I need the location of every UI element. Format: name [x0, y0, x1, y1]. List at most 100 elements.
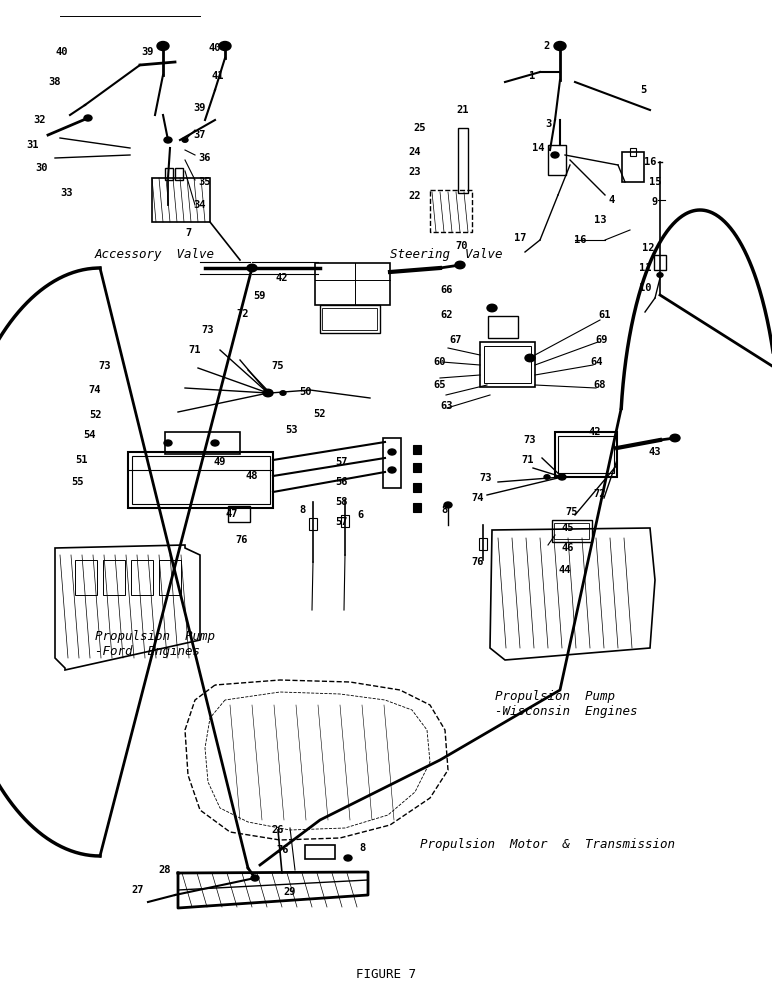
Text: 9: 9	[652, 197, 658, 207]
Text: 42: 42	[589, 427, 601, 437]
Text: 16: 16	[574, 235, 586, 245]
Text: 26: 26	[272, 825, 284, 835]
Ellipse shape	[164, 137, 172, 143]
Bar	[555, 432, 617, 477]
Ellipse shape	[84, 115, 92, 121]
Bar	[228, 506, 250, 522]
Bar	[175, 168, 183, 180]
Text: 17: 17	[513, 233, 527, 243]
Ellipse shape	[344, 855, 352, 861]
Text: 8: 8	[360, 843, 366, 853]
Bar	[654, 255, 666, 270]
Text: 25: 25	[414, 123, 426, 133]
Ellipse shape	[388, 449, 396, 455]
Text: 52: 52	[89, 410, 101, 420]
Bar	[484, 346, 531, 383]
Ellipse shape	[544, 475, 550, 479]
Text: 45: 45	[562, 523, 574, 533]
Text: 33: 33	[61, 188, 73, 198]
Ellipse shape	[219, 41, 231, 50]
Text: 7: 7	[185, 228, 191, 238]
Text: 10: 10	[638, 283, 652, 293]
Text: 16: 16	[644, 157, 656, 167]
Text: 49: 49	[214, 457, 226, 467]
Bar	[622, 152, 644, 182]
Text: 73: 73	[479, 473, 493, 483]
Bar	[131, 560, 153, 595]
Bar	[128, 452, 273, 508]
Text: 51: 51	[76, 455, 88, 465]
Text: 29: 29	[284, 887, 296, 897]
Ellipse shape	[157, 41, 169, 50]
Ellipse shape	[525, 354, 535, 362]
Text: 67: 67	[450, 335, 462, 345]
Text: 32: 32	[34, 115, 46, 125]
Bar	[309, 518, 317, 530]
Text: 42: 42	[276, 273, 288, 283]
Text: 35: 35	[198, 177, 212, 187]
Bar	[413, 503, 421, 512]
Ellipse shape	[388, 467, 396, 473]
Text: 27: 27	[132, 885, 144, 895]
Bar	[430, 190, 472, 232]
Text: 43: 43	[648, 447, 662, 457]
Ellipse shape	[211, 440, 219, 446]
Text: 64: 64	[591, 357, 603, 367]
Bar	[458, 128, 468, 193]
Text: 1: 1	[529, 71, 535, 81]
Bar	[554, 523, 589, 539]
Text: Steering  Valve: Steering Valve	[390, 248, 503, 261]
Text: 8: 8	[442, 505, 448, 515]
Text: 72: 72	[594, 489, 606, 499]
Text: 75: 75	[566, 507, 578, 517]
Ellipse shape	[554, 41, 566, 50]
Bar	[383, 438, 401, 488]
Text: 53: 53	[286, 425, 298, 435]
Text: 76: 76	[235, 535, 249, 545]
Text: Propulsion  Pump
-Ford  Engines: Propulsion Pump -Ford Engines	[95, 630, 215, 658]
Ellipse shape	[251, 875, 259, 881]
Text: 12: 12	[642, 243, 654, 253]
Text: 24: 24	[408, 147, 422, 157]
Text: 13: 13	[594, 215, 606, 225]
Text: 71: 71	[188, 345, 201, 355]
Bar	[413, 483, 421, 492]
Text: 37: 37	[194, 130, 206, 140]
Text: 57: 57	[336, 517, 348, 527]
Ellipse shape	[670, 434, 680, 442]
Text: 54: 54	[83, 430, 96, 440]
Text: 30: 30	[36, 163, 48, 173]
Bar	[165, 432, 240, 454]
Text: Propulsion  Motor  &  Transmission: Propulsion Motor & Transmission	[420, 838, 675, 851]
Text: 71: 71	[522, 455, 534, 465]
Text: 73: 73	[523, 435, 537, 445]
Text: 56: 56	[336, 477, 348, 487]
Text: 2: 2	[544, 41, 550, 51]
Bar	[75, 560, 97, 595]
Text: 58: 58	[336, 497, 348, 507]
Text: 40: 40	[208, 43, 222, 53]
Text: 8: 8	[300, 505, 306, 515]
Bar	[630, 148, 636, 156]
Text: 52: 52	[313, 409, 327, 419]
Text: 57: 57	[336, 457, 348, 467]
Text: 76: 76	[276, 845, 290, 855]
Text: 36: 36	[198, 153, 212, 163]
Text: 44: 44	[559, 565, 571, 575]
Bar	[322, 308, 377, 330]
Text: 22: 22	[408, 191, 422, 201]
Text: 3: 3	[545, 119, 551, 129]
Text: 62: 62	[441, 310, 453, 320]
Text: Propulsion  Pump
-Wisconsin  Engines: Propulsion Pump -Wisconsin Engines	[495, 690, 638, 718]
Bar	[315, 263, 390, 305]
Text: 73: 73	[99, 361, 111, 371]
Text: 76: 76	[472, 557, 484, 567]
Text: 14: 14	[532, 143, 544, 153]
Bar	[548, 145, 566, 175]
Bar	[341, 515, 349, 527]
Text: 50: 50	[299, 387, 311, 397]
Bar	[488, 316, 518, 338]
Ellipse shape	[280, 391, 286, 395]
Ellipse shape	[182, 138, 188, 142]
Text: 41: 41	[212, 71, 224, 81]
